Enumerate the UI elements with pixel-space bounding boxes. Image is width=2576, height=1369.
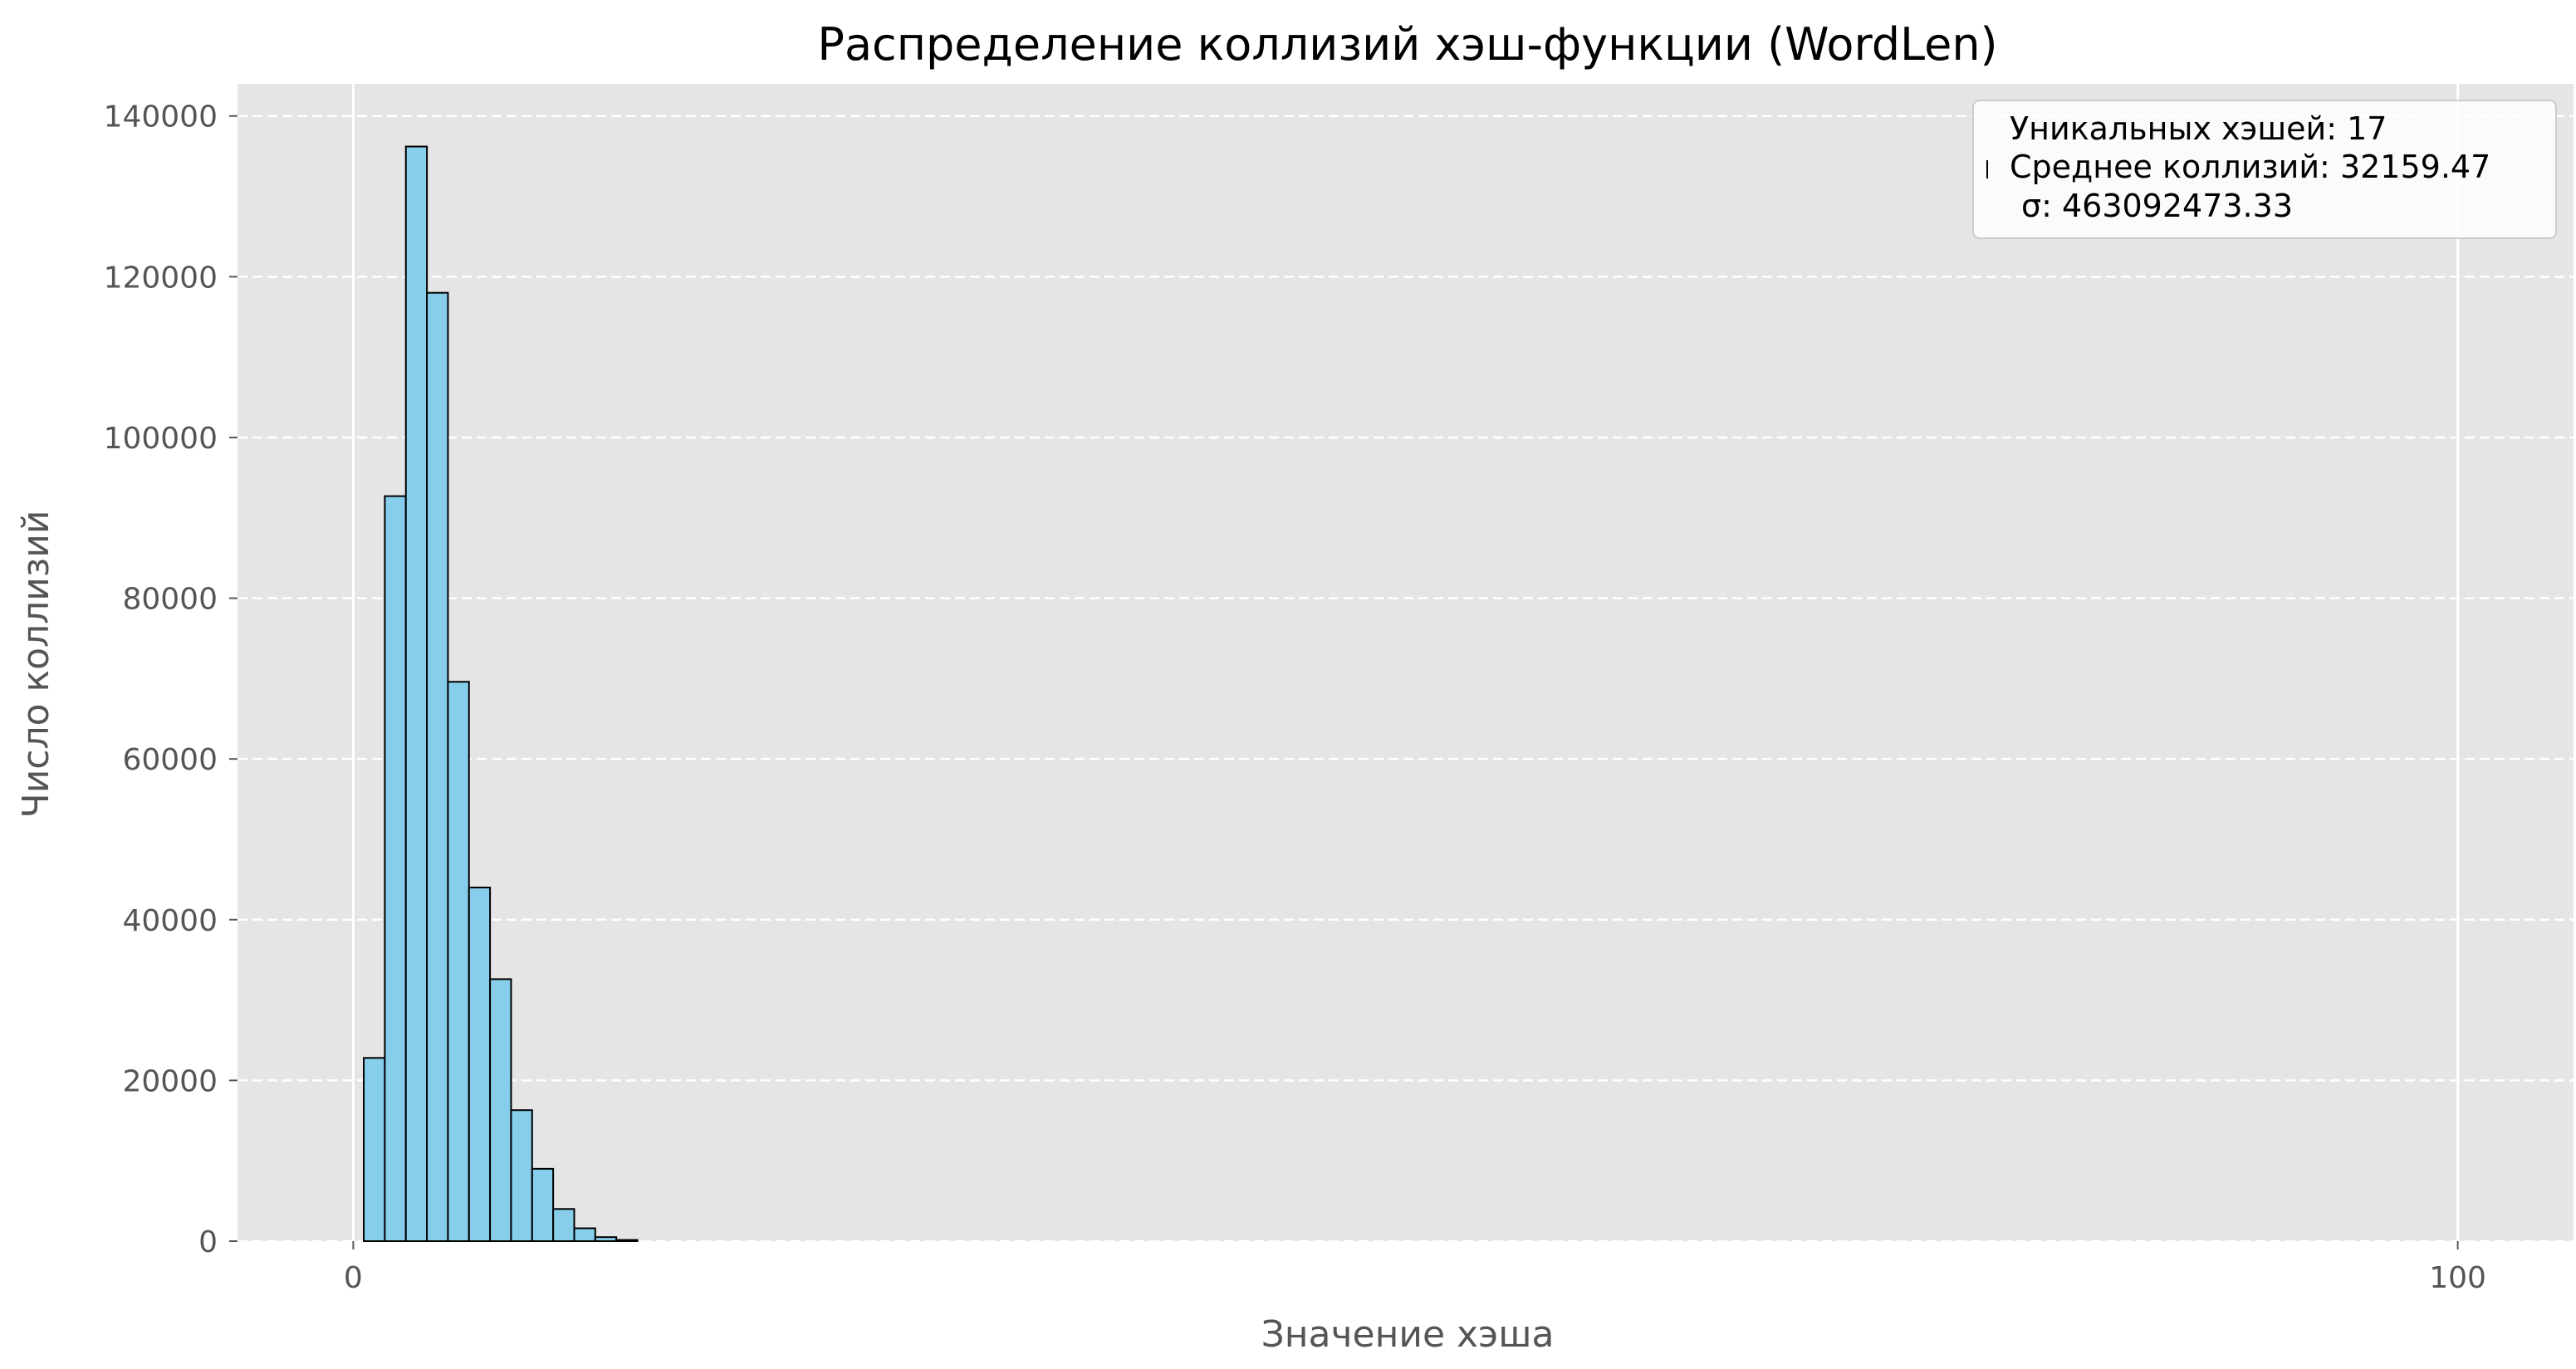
y-tick-label: 140000 <box>104 100 218 134</box>
histogram-bar <box>404 145 429 1243</box>
plot-background <box>238 84 2574 1241</box>
x-tick-label: 0 <box>344 1261 363 1295</box>
y-tick-label: 60000 <box>122 743 218 777</box>
histogram-bar <box>384 495 407 1242</box>
chart-title: Распределение коллизий хэш-функции (Word… <box>817 18 1997 71</box>
histogram-bar <box>594 1236 618 1242</box>
histogram-bar <box>531 1167 555 1242</box>
histogram-bar <box>573 1227 596 1242</box>
x-axis-label: Значение хэша <box>1261 1313 1555 1356</box>
y-tick-label: 40000 <box>122 904 218 938</box>
histogram-bar <box>447 681 470 1242</box>
histogram-bars <box>363 145 639 1243</box>
histogram-bar <box>426 291 449 1242</box>
stats-legend: Уникальных хэшей: 17 Среднее коллизий: 3… <box>1972 100 2557 239</box>
y-tick-label: 100000 <box>104 422 218 456</box>
histogram-bar <box>615 1239 639 1243</box>
histogram-bar <box>510 1109 533 1242</box>
legend-mean-collisions: Среднее коллизий: 32159.47 <box>2010 149 2490 185</box>
y-axis-ticks: 0 20000 40000 60000 80000 100000 120000 140000 <box>104 100 238 1259</box>
histogram-bar <box>468 887 492 1242</box>
y-tick-label: 20000 <box>122 1064 218 1098</box>
x-tick-label: 100 <box>2429 1261 2486 1295</box>
histogram-bar <box>552 1208 575 1243</box>
y-axis-label: Число коллизий <box>15 511 57 819</box>
legend-sigma: σ: 463092473.33 <box>2021 188 2293 224</box>
y-tick-label: 0 <box>198 1225 218 1259</box>
y-tick-label: 80000 <box>122 583 218 617</box>
legend-unique-hashes: Уникальных хэшей: 17 <box>2010 110 2387 147</box>
y-tick-label: 120000 <box>104 261 218 295</box>
legend-box <box>1972 100 2557 239</box>
histogram-bar <box>363 1057 386 1242</box>
x-axis-ticks: 0 100 <box>344 1241 2486 1295</box>
histogram-bar <box>489 978 512 1243</box>
